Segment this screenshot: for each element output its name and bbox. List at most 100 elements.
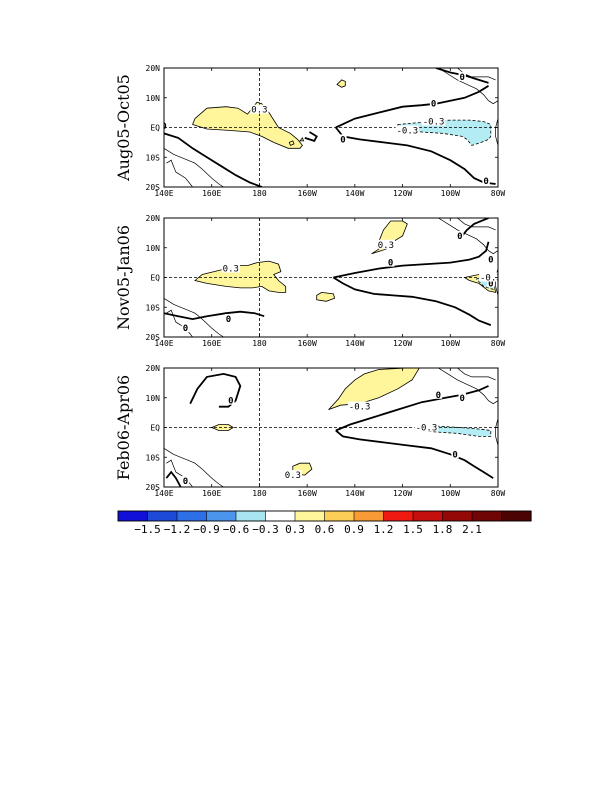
colorbar-tick-label: 0.6 [315, 523, 335, 536]
colorbar-swatch [442, 510, 473, 522]
coastline [164, 148, 224, 187]
contour-label: -0.3 [416, 424, 438, 434]
colorbar-swatch [294, 510, 326, 522]
x-tick-label: 80W [491, 339, 506, 348]
y-tick-label: 10S [146, 303, 161, 312]
contour-label: -0.3 [480, 274, 502, 284]
coastline [438, 218, 498, 255]
colorbar-swatch [117, 510, 149, 522]
colorbar-swatch [265, 510, 296, 522]
coastline [164, 448, 224, 487]
y-tick-label: EQ [150, 124, 160, 133]
contour-label: -0.3 [349, 403, 371, 413]
x-tick-label: 160E [202, 339, 221, 348]
x-tick-label: 180 [252, 339, 267, 348]
negative-anomaly-region [397, 119, 492, 146]
coastline [166, 159, 193, 187]
colorbar-tick-label: −0.3 [252, 523, 279, 536]
colorbar-swatch [176, 510, 208, 522]
coastline [438, 368, 498, 405]
y-tick-label: 20N [146, 64, 161, 73]
contour-label: 0 [388, 259, 393, 269]
contour-label: 0 [452, 450, 457, 460]
contour-label: 0 [488, 256, 493, 266]
y-tick-label: 20S [146, 483, 161, 492]
contour-label: 0 [488, 279, 493, 289]
zero-contour [335, 385, 489, 432]
contour-label: 0 [460, 73, 465, 83]
panel-1: 0.3 0 0 0 0 -0.3 -0.3 0 140E 160E 180 160W 140W 120W 1… [114, 64, 505, 198]
positive-anomaly-region [288, 140, 295, 146]
positive-anomaly-region [192, 101, 303, 149]
y-tick-label: EQ [150, 424, 160, 433]
contour-label: 0 [431, 100, 436, 110]
x-tick-label: 160W [298, 339, 317, 348]
y-tick-label: 20N [146, 214, 161, 223]
coastline [495, 418, 498, 446]
positive-anomaly-region [210, 424, 234, 431]
contour-label: 0 [340, 135, 345, 145]
contour-label: 0.3 [285, 471, 301, 481]
zero-contour [304, 131, 318, 142]
zero-contour [164, 132, 263, 187]
x-tick-label: 160E [202, 489, 221, 498]
y-tick-label: 10S [146, 453, 161, 462]
x-tick-label: 160W [298, 189, 317, 198]
contour-label: 0 [161, 122, 166, 132]
y-tick-label: 20N [146, 364, 161, 373]
coastline [495, 118, 498, 146]
y-tick-label: EQ [150, 274, 160, 283]
x-tick-label: 80W [491, 189, 506, 198]
colorbar-swatch [412, 510, 444, 522]
zero-contour [164, 310, 265, 321]
colorbar-tick-label: −1.5 [134, 523, 161, 536]
x-tick-label: 100W [441, 489, 460, 498]
x-tick-label: 100W [441, 189, 460, 198]
coastline [164, 298, 224, 337]
colorbar-tick-label: −1.2 [164, 523, 191, 536]
x-tick-label: 120W [393, 489, 412, 498]
colorbar-tick-label: −0.6 [223, 523, 250, 536]
colorbar-tick-label: 1.5 [403, 523, 423, 536]
contour-label: 0.3 [251, 106, 267, 116]
positive-anomaly-region [299, 137, 305, 142]
colorbar-swatch [471, 510, 503, 522]
coastline [457, 218, 496, 231]
colorbar-tick-label: 1.2 [374, 523, 394, 536]
contour-label: 0 [460, 394, 465, 404]
colorbar-swatch [324, 510, 355, 522]
contour-label: 0 [183, 324, 188, 334]
contour-label: 0 [483, 177, 488, 187]
contour-label: 0 [436, 391, 441, 401]
colorbar-swatch [353, 510, 385, 522]
contour-label: 0 [457, 232, 462, 242]
contour-label: 0 [228, 397, 233, 407]
period-label: Aug05-Oct05 [114, 74, 133, 182]
contour-label: -0.3 [396, 126, 418, 136]
x-tick-label: 140E [154, 339, 173, 348]
period-label: Feb06-Apr06 [114, 375, 133, 481]
colorbar-tick-label: 1.8 [433, 523, 453, 536]
coastline [457, 368, 496, 381]
x-tick-label: 80W [491, 489, 506, 498]
zero-contour [332, 276, 492, 326]
zero-contour [335, 429, 494, 479]
y-tick-label: 10N [146, 394, 161, 403]
x-tick-label: 120W [393, 189, 412, 198]
x-tick-label: 160E [202, 189, 221, 198]
colorbar-tick-label: 0.9 [344, 523, 364, 536]
contour-label: 0.3 [223, 265, 239, 275]
y-tick-label: 20S [146, 183, 161, 192]
zero-contour [335, 85, 489, 129]
x-tick-label: 140W [345, 339, 364, 348]
panel-3: -0.3 0 0 0 -0.3 0 0.3 0 140E 160E 180 160W 140W 120W 1… [114, 364, 505, 498]
y-tick-label: 20S [146, 333, 161, 342]
contour-label: 0 [183, 477, 188, 487]
positive-anomaly-region [336, 79, 346, 88]
contour-label: 0.3 [378, 241, 394, 251]
x-tick-label: 140E [154, 489, 173, 498]
x-tick-label: 100W [441, 339, 460, 348]
x-tick-label: 160W [298, 489, 317, 498]
zero-contour [165, 470, 182, 487]
